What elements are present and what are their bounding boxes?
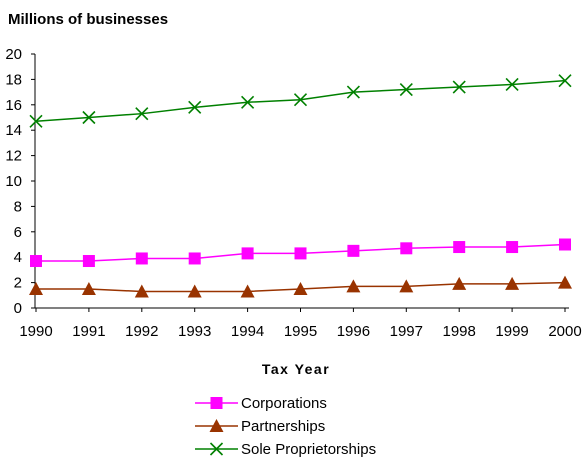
legend-item: Corporations (195, 395, 327, 412)
legend-marker-x (209, 442, 224, 456)
x-tick-label: 1999 (495, 323, 528, 340)
data-point-triangle (558, 275, 572, 289)
legend-marker-triangle (209, 419, 224, 432)
x-tick-label: 1996 (337, 323, 370, 340)
data-point-triangle (346, 279, 361, 293)
data-point-triangle (505, 276, 520, 290)
data-point-triangle (399, 279, 414, 293)
legend-label: Corporations (241, 395, 327, 412)
data-point-triangle (29, 281, 43, 295)
y-tick-label: 2 (14, 275, 22, 292)
legend-marker-square (210, 397, 223, 409)
y-tick-label: 0 (14, 300, 22, 317)
data-point-square (453, 241, 466, 254)
x-tick-label: 1998 (443, 323, 476, 340)
data-point-x (399, 82, 413, 97)
x-tick-label: 2000 (548, 323, 581, 340)
data-point-triangle (134, 284, 149, 298)
legend-item: Sole Proprietorships (195, 441, 376, 458)
data-point-x (135, 107, 149, 121)
plot-area: 0 2 4 6 8 10 12 14 16 18 20 1990 1991 1992 1993 1994 199… (5, 46, 581, 340)
data-point-square (347, 244, 360, 257)
x-tick-label: 1992 (125, 323, 158, 340)
x-tick-label: 1993 (178, 323, 211, 340)
data-point-square (400, 242, 413, 255)
y-tick-label: 14 (5, 122, 22, 139)
data-point-x (188, 100, 202, 114)
data-point-triangle (81, 281, 96, 295)
data-point-triangle (187, 284, 202, 298)
data-point-triangle (240, 284, 255, 298)
y-tick-label: 18 (5, 71, 22, 88)
legend-label: Partnerships (241, 418, 325, 435)
data-point-x (346, 85, 360, 99)
x-axis-title: Tax Year (262, 361, 330, 377)
data-point-square (30, 255, 42, 268)
x-tick-label: 1995 (284, 323, 317, 340)
x-tick-label: 1991 (72, 323, 105, 340)
legend-label: Sole Proprietorships (241, 441, 376, 458)
data-point-x (293, 93, 308, 107)
data-point-x (82, 110, 96, 125)
x-tick-label: 1997 (390, 323, 423, 340)
x-tick-label: 1990 (19, 323, 52, 340)
data-point-x (452, 80, 466, 94)
data-point-square (82, 255, 95, 268)
data-point-x (241, 95, 255, 109)
data-point-square (188, 252, 201, 265)
data-point-square (559, 238, 571, 251)
data-point-square (135, 252, 148, 265)
x-tick-label: 1994 (231, 323, 264, 340)
y-tick-label: 6 (14, 224, 22, 241)
data-point-x (558, 74, 572, 88)
series-line-sole-proprietorships (35, 79, 566, 123)
legend: Corporations Partnerships Sole Proprietors… (195, 395, 376, 458)
y-tick-label: 4 (14, 249, 22, 266)
data-point-square (241, 247, 254, 260)
y-tick-label: 12 (5, 148, 22, 165)
data-point-square (506, 241, 519, 254)
legend-item: Partnerships (195, 418, 325, 435)
y-tick-label: 10 (5, 173, 22, 190)
data-point-x (505, 77, 519, 92)
data-point-triangle (293, 281, 308, 295)
y-tick-label: 16 (5, 97, 22, 114)
data-point-x (29, 114, 43, 128)
data-point-square (294, 247, 307, 260)
data-point-triangle (452, 276, 467, 290)
y-axis-title: Millions of businesses (8, 11, 168, 28)
y-tick-label: 8 (14, 198, 22, 215)
y-tick-label: 20 (5, 46, 22, 63)
